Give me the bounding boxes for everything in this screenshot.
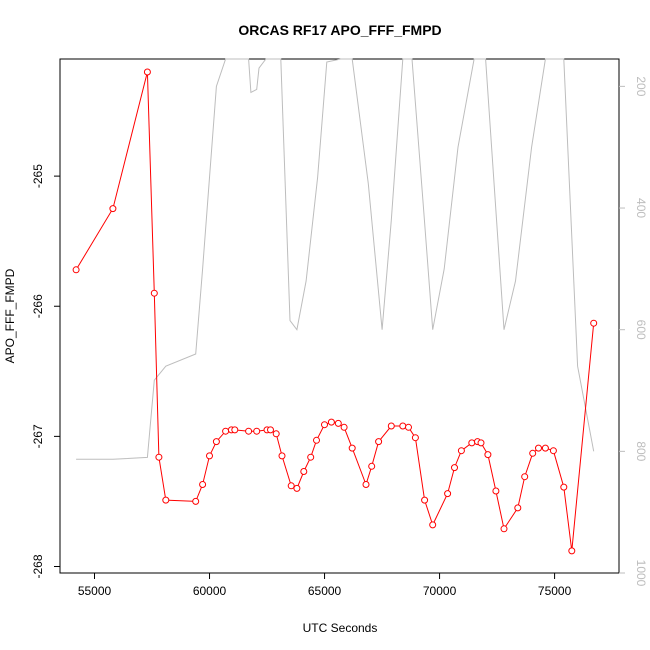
y2-tick-label: 600 (634, 320, 648, 340)
data-point (278, 452, 286, 460)
data-point (212, 438, 220, 446)
data-point (477, 439, 485, 447)
data-point (590, 319, 598, 327)
data-point (529, 449, 537, 457)
data-point (222, 427, 230, 435)
chart-title: ORCAS RF17 APO_FFF_FMPD (238, 22, 441, 38)
data-point (293, 484, 301, 492)
data-point (206, 452, 213, 460)
x-tick-label: 70000 (423, 584, 457, 598)
data-point (451, 464, 458, 472)
y-tick-label: -268 (31, 554, 45, 578)
x-tick-label: 75000 (538, 584, 572, 598)
data-point (399, 422, 407, 430)
data-point (492, 487, 500, 495)
y2-tick-label: 200 (634, 76, 648, 96)
series-layer (72, 58, 598, 555)
data-point (327, 418, 335, 426)
data-point (334, 419, 342, 427)
data-point (72, 266, 80, 274)
data-point (340, 423, 348, 431)
plot-area (59, 58, 620, 574)
data-point (560, 483, 568, 491)
data-point (421, 496, 429, 504)
data-point (300, 468, 308, 475)
data-point (321, 421, 328, 429)
data-point (429, 521, 437, 529)
data-point (457, 447, 465, 455)
y-tick-label: -266 (31, 294, 45, 318)
data-point (444, 490, 452, 498)
x-tick-label: 65000 (308, 584, 342, 598)
y2-tick-label: 800 (634, 441, 648, 461)
data-point (143, 68, 151, 76)
data-point (405, 423, 412, 431)
data-point (362, 481, 370, 488)
y-axis-label: APO_FFF_FMPD (3, 268, 17, 363)
x-tick-label: 60000 (193, 584, 227, 598)
data-point (484, 451, 492, 459)
data-point (245, 427, 253, 435)
data-point (109, 205, 117, 213)
primary-series-line (75, 71, 595, 551)
data-point (411, 434, 419, 442)
data-point (267, 426, 274, 434)
y-tick-label: -265 (31, 164, 45, 188)
x-axis: 55000 60000 65000 70000 75000 (78, 573, 572, 598)
secondary-series-line (76, 58, 595, 460)
data-point (368, 462, 376, 470)
y-tick-label: -267 (31, 424, 45, 448)
y2-tick-label: 400 (634, 198, 648, 218)
data-point (199, 481, 207, 488)
x-axis-label: UTC Seconds (303, 621, 378, 635)
data-point (150, 289, 158, 297)
data-point (535, 444, 542, 452)
data-point (500, 525, 508, 533)
data-point (272, 430, 280, 438)
y2-axis-right: 200 400 600 800 1000 (619, 76, 648, 587)
data-point (155, 453, 163, 461)
data-point (521, 473, 529, 481)
data-point (162, 496, 170, 504)
x-tick-label: 55000 (78, 584, 112, 598)
data-point (514, 504, 522, 512)
data-point (192, 497, 200, 505)
data-point (287, 482, 295, 490)
y-axis: -268 -267 -266 -265 (31, 164, 60, 579)
data-point (307, 453, 315, 461)
data-point (375, 438, 383, 446)
data-point (231, 426, 239, 434)
data-point (541, 444, 549, 452)
y2-tick-label: 1000 (634, 560, 648, 587)
data-point (348, 444, 356, 452)
data-point (549, 447, 557, 455)
data-point (253, 427, 261, 435)
data-point (568, 547, 576, 555)
data-point (468, 439, 476, 447)
data-point (313, 436, 320, 444)
data-point (387, 422, 395, 430)
